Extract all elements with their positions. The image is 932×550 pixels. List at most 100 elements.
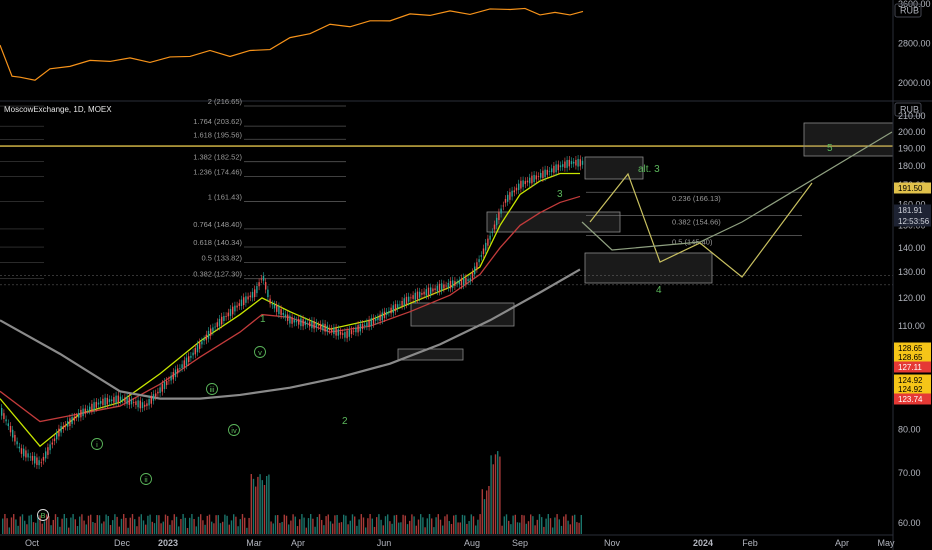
zone-box <box>584 252 713 284</box>
price-badge-label: 12:53:56 <box>898 217 930 226</box>
candle-body <box>287 314 289 321</box>
candle-body <box>148 399 150 406</box>
candle-body <box>507 194 509 202</box>
volume-bar <box>395 514 398 534</box>
candle-body <box>276 304 278 312</box>
volume-bar <box>503 516 505 534</box>
volume-bar <box>268 474 270 534</box>
candle-body <box>452 280 454 288</box>
volume-bar <box>52 519 54 534</box>
volume-bar <box>32 522 35 534</box>
currency-label: RUB <box>900 105 919 115</box>
candle-body <box>493 224 496 230</box>
volume-bar <box>547 514 549 534</box>
volume-bar <box>525 523 527 534</box>
volume-bar <box>422 517 424 534</box>
price-badge <box>894 204 931 216</box>
candle-body <box>157 391 159 394</box>
wave-label-circle <box>254 346 266 358</box>
volume-bar <box>266 475 268 534</box>
candle-body <box>408 296 410 302</box>
candle-body <box>581 160 584 165</box>
candle-body <box>386 311 388 315</box>
candle-body <box>238 303 240 306</box>
volume-bar <box>367 518 369 534</box>
candle-body <box>97 402 100 405</box>
candle-body <box>562 164 564 167</box>
x-tick-label: Sep <box>512 538 528 548</box>
volume-bar <box>424 527 426 534</box>
candle-body <box>331 328 333 332</box>
candle-body <box>322 323 324 331</box>
candle-body <box>513 190 515 193</box>
volume-bar <box>292 514 294 534</box>
candle-body <box>51 442 53 445</box>
candle-body <box>75 416 78 418</box>
volume-bar <box>250 474 252 534</box>
candle-body <box>485 242 487 251</box>
top-y-tick-label: 2000.00 <box>898 78 931 88</box>
candle-body <box>324 323 326 332</box>
volume-bar <box>457 522 459 534</box>
x-tick-label: Apr <box>835 538 849 548</box>
y-tick-label: 200.00 <box>898 127 926 137</box>
price-badge <box>894 351 931 363</box>
candle-body <box>273 304 276 309</box>
volume-bar <box>193 518 195 534</box>
candle-body <box>161 383 163 392</box>
price-pane: MoscowExchange, 1D, MOEX 2 (216.65) 1.764 … <box>0 97 894 534</box>
volume-bar <box>233 514 235 534</box>
candle-body <box>203 339 205 341</box>
volume-bar <box>323 525 325 534</box>
price-badge-label: 128.65 <box>898 344 923 353</box>
volume-bar <box>552 527 554 534</box>
fib-level-label: 1 (161.43) <box>208 193 243 202</box>
volume-bar <box>162 521 164 534</box>
candle-body <box>130 399 133 405</box>
volume-bar <box>389 521 391 534</box>
volume-bar <box>479 514 481 534</box>
candle-body <box>267 289 269 298</box>
volume-bar <box>92 521 94 534</box>
candle-body <box>313 321 315 329</box>
candle-body <box>300 318 302 327</box>
y-tick-label: 60.00 <box>898 518 921 528</box>
candle-body <box>456 282 458 284</box>
volume-bar <box>442 525 444 534</box>
volume-bar <box>549 518 552 534</box>
candle-body <box>23 448 25 457</box>
candle-body <box>357 325 359 333</box>
x-tick-label: Jun <box>377 538 392 548</box>
volume-bar <box>195 526 197 534</box>
candle-body <box>144 404 146 407</box>
candle-body <box>236 305 238 308</box>
candle-body <box>141 402 144 409</box>
volume-bar <box>384 516 387 534</box>
wave-label: 5 <box>827 143 833 154</box>
candle-body <box>190 355 192 358</box>
volume-bar <box>158 515 160 534</box>
volume-bar <box>483 499 486 534</box>
x-tick-label: Mar <box>246 538 262 548</box>
volume-bar <box>461 514 464 534</box>
candle-body <box>29 456 31 458</box>
volume-bar <box>252 478 255 534</box>
candle-body <box>372 318 375 324</box>
volume-bar <box>24 520 26 534</box>
fib-level-label: 0.382 (127.30) <box>193 270 242 279</box>
candle-body <box>251 292 254 298</box>
candle-body <box>463 277 465 286</box>
volume-bar <box>21 514 24 534</box>
candle-body <box>575 159 577 166</box>
volume-bar <box>398 522 400 534</box>
top-y-tick-label: 2800.00 <box>898 39 931 49</box>
candle-body <box>293 319 295 323</box>
volume-bar <box>107 516 109 534</box>
candle-body <box>34 456 36 464</box>
volume-bar <box>208 514 211 534</box>
candle-body <box>355 327 357 333</box>
wave-label-minor: ii <box>144 475 148 484</box>
candle-body <box>225 316 227 317</box>
volume-bar <box>567 520 569 534</box>
